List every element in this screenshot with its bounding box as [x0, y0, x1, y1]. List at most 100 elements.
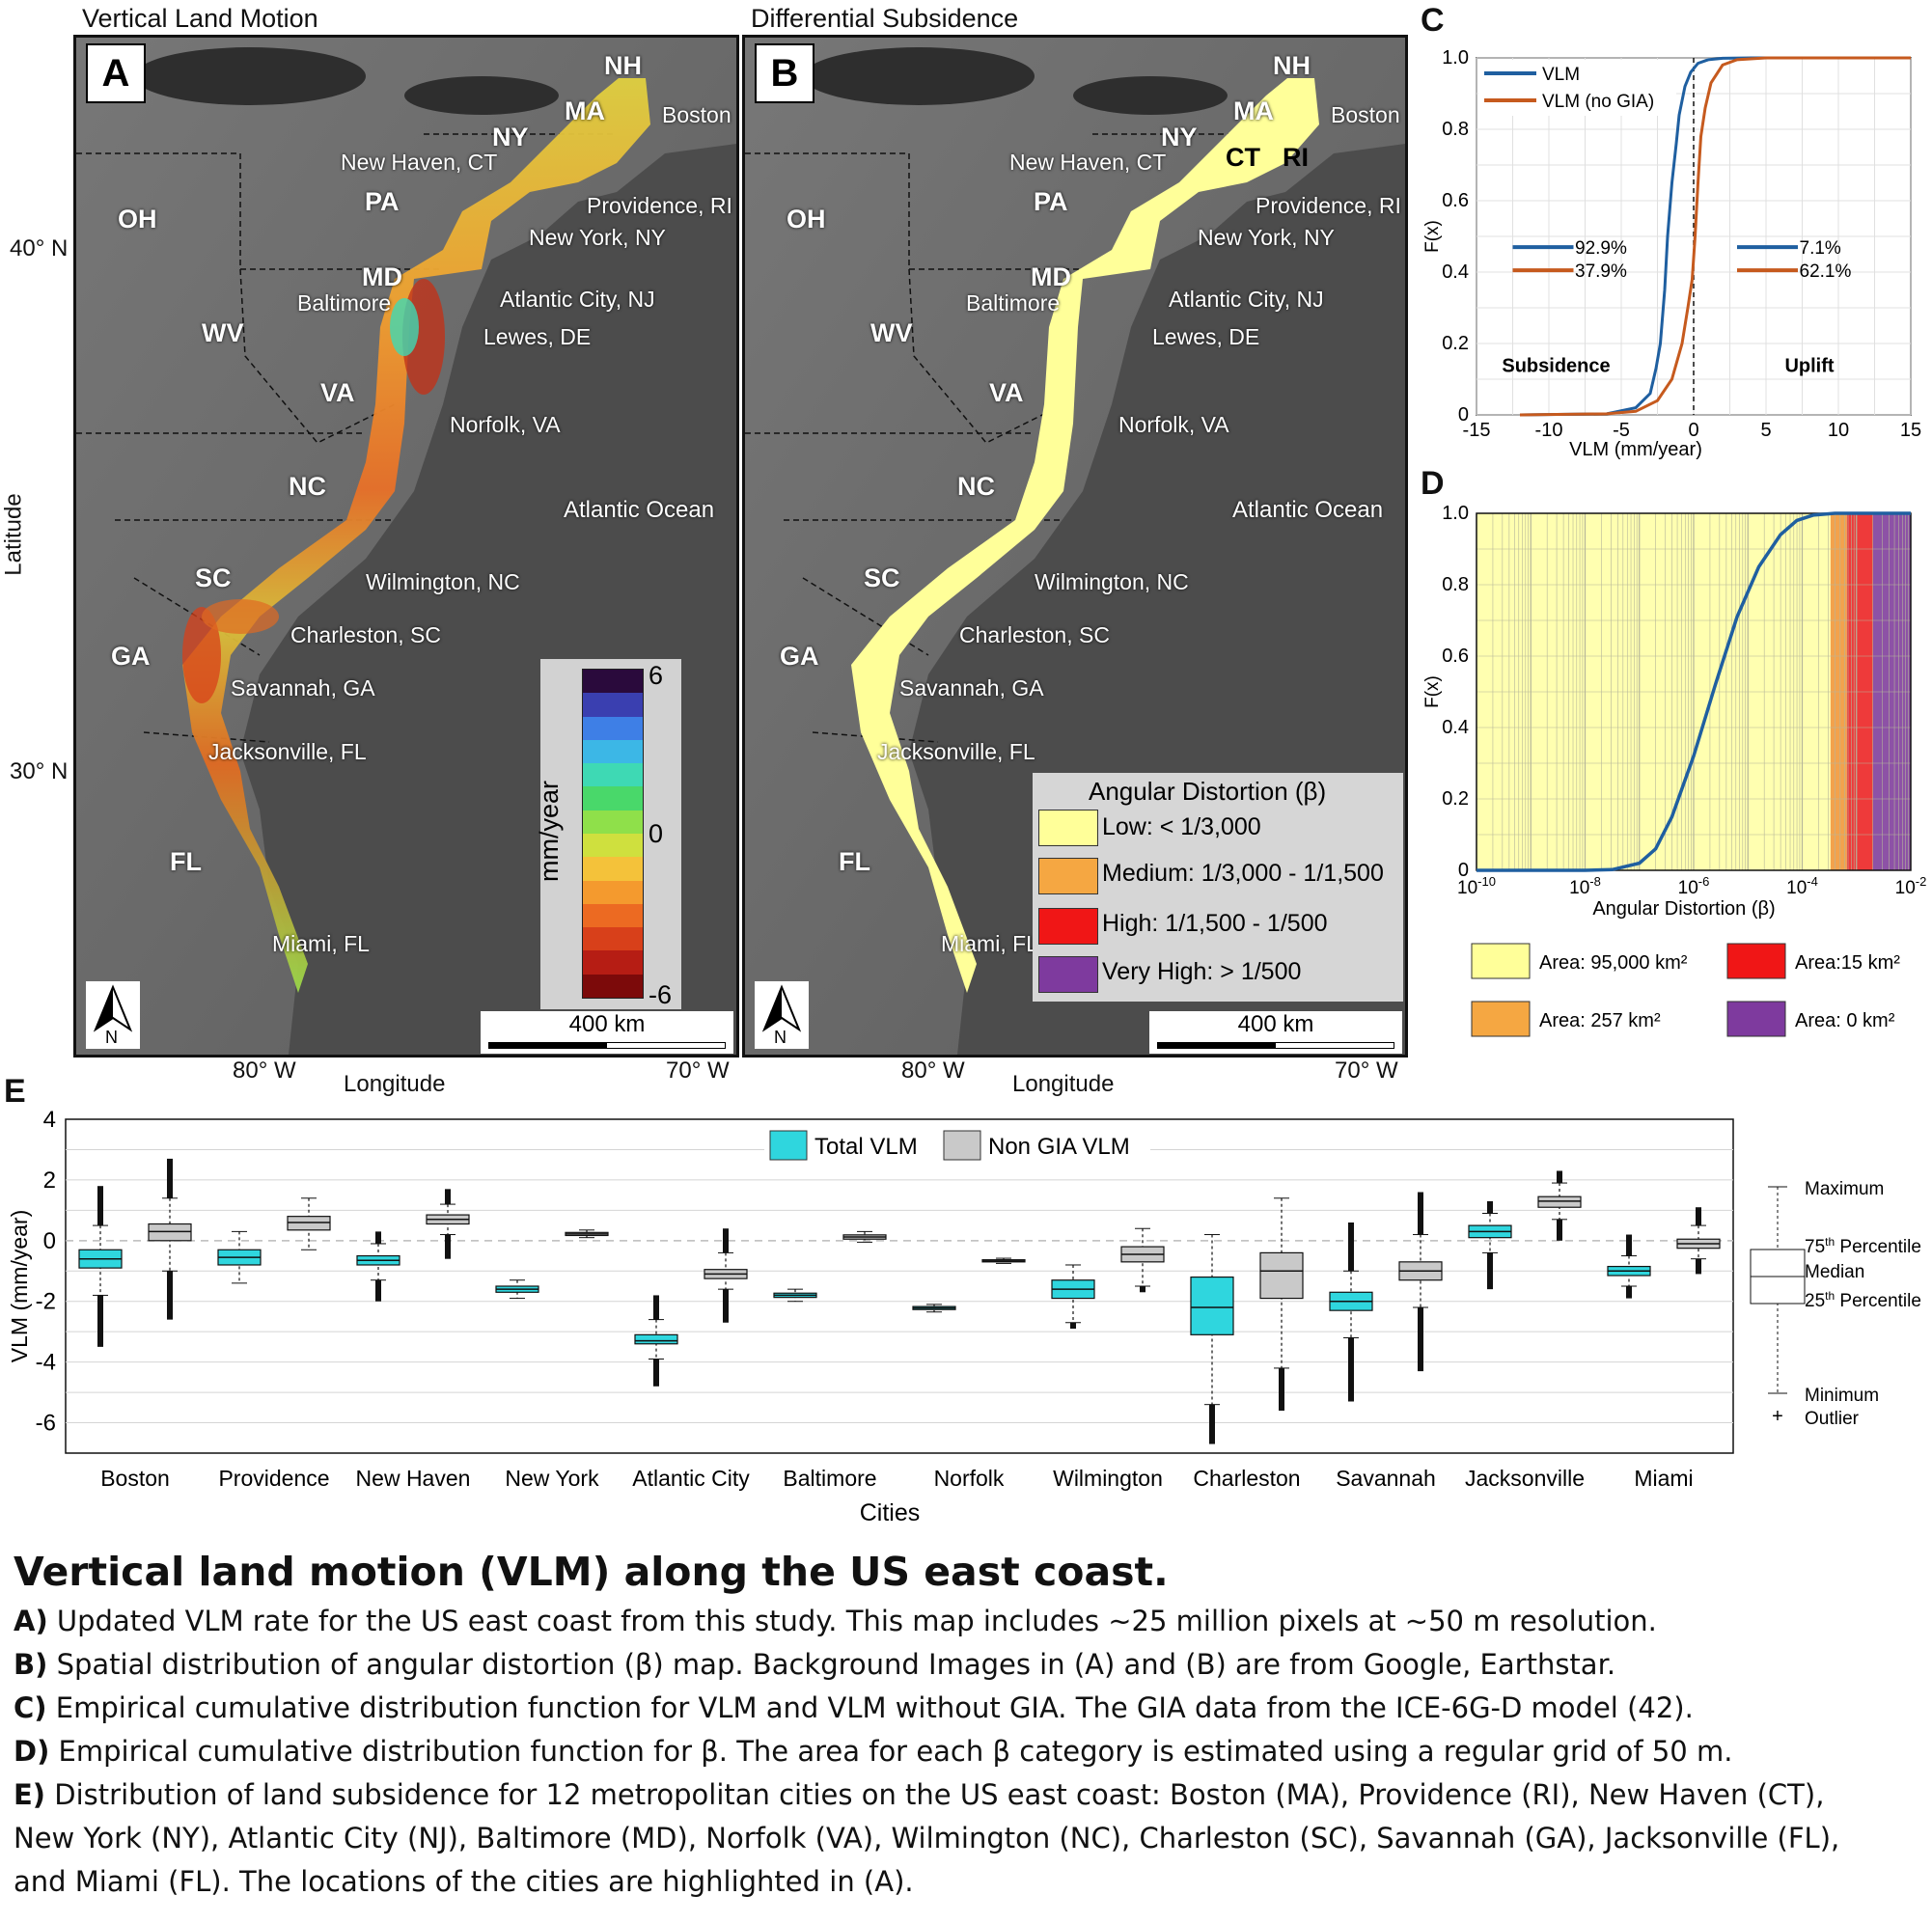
lat-tick: 40° N — [10, 235, 69, 261]
caption-line: B) Spatial distribution of angular disto… — [14, 1648, 1616, 1681]
y-tick-label: 0.6 — [1442, 646, 1469, 667]
box-key-label: 25th Percentile — [1805, 1289, 1921, 1311]
state-label: PA — [365, 187, 400, 216]
panel-d-letter: D — [1421, 465, 1445, 502]
city-label: Charleston, SC — [959, 622, 1110, 647]
north-arrow: N — [755, 981, 809, 1049]
x-tick-label: 15 — [1900, 420, 1921, 441]
x-tick-label: Jacksonville — [1465, 1466, 1585, 1491]
x-tick-label: -10 — [1535, 420, 1563, 441]
legend-label: High: 1/1,500 - 1/500 — [1102, 910, 1328, 937]
y-axis-label: F(x) — [1422, 675, 1443, 708]
panel-b-letter: B — [755, 43, 814, 103]
legend-swatch — [769, 1130, 808, 1161]
lon-axis-label: Longitude — [1012, 1071, 1115, 1097]
panel-a-letter: A — [86, 43, 146, 103]
state-label: FL — [170, 847, 202, 876]
legend-swatch-low — [1038, 810, 1098, 846]
scale-label: 400 km — [1237, 1011, 1314, 1037]
city-label: New Haven, CT — [1009, 150, 1167, 175]
caption-title: Vertical land motion (VLM) along the US … — [14, 1549, 1169, 1595]
chart-d: 10-10 10-8 10-6 10-4 10-2 0 0.2 0.4 0.6 0.8 1.0 Ang… — [1422, 503, 1926, 1037]
city-label: Miami, FL — [941, 931, 1038, 956]
y-tick-label: 0.2 — [1442, 788, 1469, 810]
scale-label: 400 km — [568, 1011, 646, 1037]
annotation-value: 62.1% — [1800, 261, 1852, 282]
city-label: Atlantic City, NJ — [1169, 287, 1324, 312]
colorbar-segment — [583, 880, 643, 904]
box — [1537, 1195, 1582, 1208]
colorbar-segment — [583, 974, 643, 998]
colorbar-segment — [583, 927, 643, 951]
legend-label: Medium: 1/3,000 - 1/1,500 — [1102, 860, 1384, 887]
state-label: OH — [787, 205, 826, 234]
state-label: MA — [565, 96, 605, 125]
lon-tick: 80° W — [233, 1058, 296, 1084]
state-label: NY — [1161, 123, 1198, 151]
city-label: Lewes, DE — [483, 324, 592, 349]
x-tick-label: 10-6 — [1678, 874, 1710, 898]
annotation-value: 7.1% — [1800, 238, 1841, 259]
x-tick-label: 10-10 — [1457, 874, 1496, 898]
y-tick-label: 4 — [43, 1107, 56, 1133]
colorbar-tick: 0 — [649, 819, 664, 848]
y-tick-label: -4 — [36, 1350, 56, 1376]
area-legend-label: Area:15 km² — [1795, 952, 1900, 974]
panel-c-letter: C — [1421, 2, 1445, 39]
x-tick-label: Miami — [1634, 1466, 1693, 1491]
caption-line: C) Empirical cumulative distribution fun… — [14, 1691, 1694, 1724]
state-label: PA — [1034, 187, 1068, 216]
city-label: Jacksonville, FL — [208, 739, 367, 764]
state-label: NH — [1273, 51, 1311, 80]
map-panel-b: B NH MA NY CT RI PA OH MD WV VA NC SC GA… — [742, 35, 1408, 1058]
y-axis-label: VLM (mm/year) — [7, 1210, 32, 1362]
city-label: New York, NY — [1198, 225, 1335, 250]
box — [287, 1216, 331, 1231]
colorbar-tick: -6 — [649, 980, 673, 1009]
state-label: RI — [1283, 143, 1309, 172]
box-key-label: Minimum — [1805, 1386, 1879, 1406]
box-key-label: Outlier — [1805, 1409, 1860, 1429]
colorbar-tick: 6 — [649, 661, 664, 690]
uplift-label: Uplift — [1784, 356, 1834, 377]
y-tick-label: 0.6 — [1442, 190, 1469, 211]
x-tick-label: 10-8 — [1569, 874, 1601, 898]
map-panel-a: A NH MA NY PA OH MD WV VA NC SC GA FL Bo… — [73, 35, 739, 1058]
state-label: VA — [989, 378, 1024, 407]
area-legend-swatch — [1726, 943, 1786, 979]
state-label: NH — [604, 51, 642, 80]
caption-line: New York (NY), Atlantic City (NJ), Balti… — [14, 1822, 1840, 1854]
x-tick-label: New York — [505, 1466, 599, 1491]
area-legend-label: Area: 0 km² — [1795, 1010, 1895, 1031]
area-legend-swatch — [1471, 943, 1531, 979]
area-legend-swatch — [1471, 1001, 1531, 1037]
y-tick-label: -6 — [36, 1411, 56, 1437]
state-label: OH — [118, 205, 157, 234]
city-label: Miami, FL — [272, 931, 370, 956]
legend-label: Non GIA VLM — [988, 1134, 1130, 1160]
colorbar-segment — [583, 670, 643, 694]
state-label: WV — [870, 318, 913, 347]
panel-b-title: Differential Subsidence — [751, 4, 1019, 33]
caption-line: and Miami (FL). The locations of the cit… — [14, 1865, 914, 1898]
y-tick-label: 0.8 — [1442, 574, 1469, 595]
colorbar-segment — [583, 739, 643, 764]
lon-tick: 70° W — [666, 1058, 730, 1084]
chart-e: -6 -4 -2 0 2 4 VLM (mm/year) Boston Providence Ne… — [7, 1107, 1921, 1525]
x-tick-label: 5 — [1760, 420, 1771, 441]
series-line — [1519, 56, 1911, 417]
city-label: Providence, RI — [1256, 193, 1401, 218]
x-tick-label: Providence — [218, 1466, 329, 1491]
colorbar-segment — [583, 810, 643, 834]
series-line — [1519, 56, 1911, 417]
caption-line: E) Distribution of land subsidence for 1… — [14, 1778, 1825, 1811]
city-label: Boston — [662, 102, 731, 127]
state-label: GA — [111, 642, 151, 671]
colorbar-segment — [583, 763, 643, 787]
state-label: FL — [839, 847, 870, 876]
x-tick-label: 10 — [1828, 420, 1849, 441]
y-tick-label: 2 — [43, 1168, 56, 1194]
x-tick-label: 10-4 — [1786, 874, 1818, 898]
legend-title: Angular Distortion (β) — [1089, 777, 1327, 806]
x-axis-label: Cities — [860, 1499, 921, 1525]
